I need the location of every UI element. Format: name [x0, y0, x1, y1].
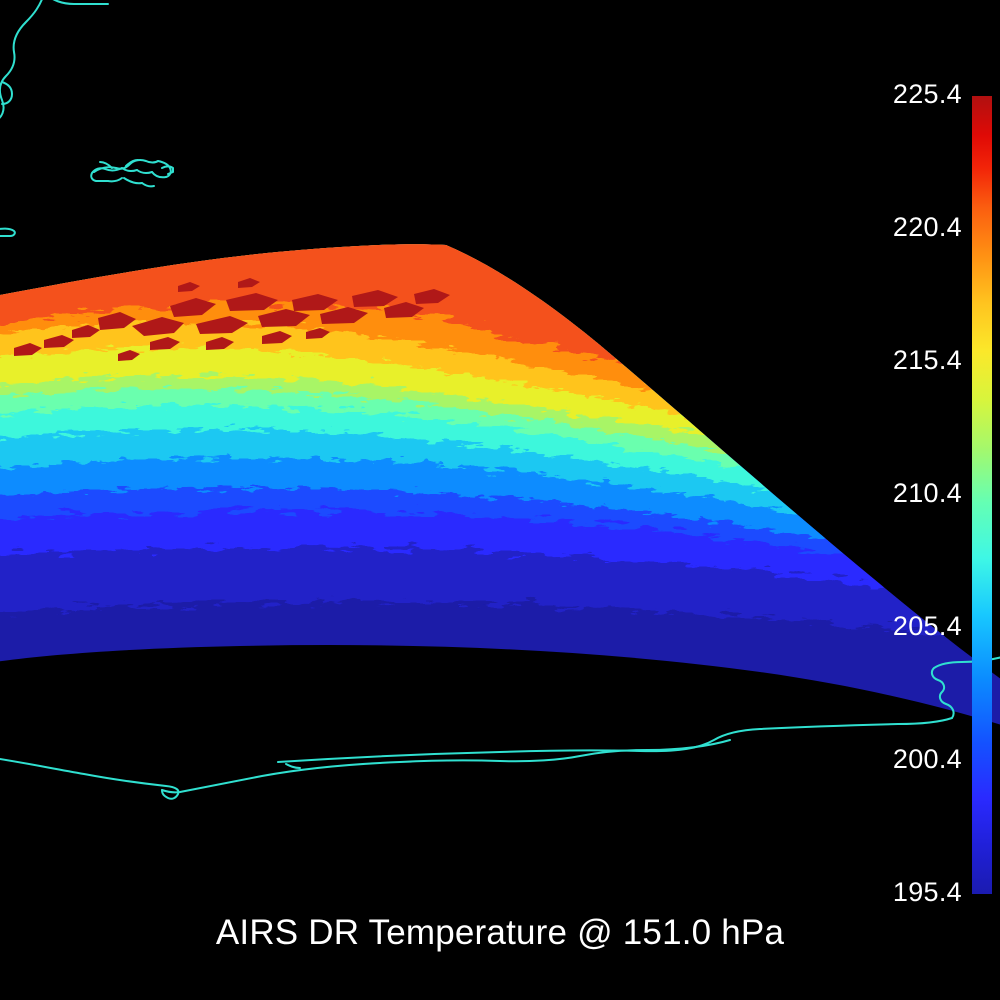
coastline-falkland-islands [90, 159, 174, 188]
colorbar[interactable] [972, 96, 992, 894]
colorbar-gradient [972, 96, 992, 894]
page-title: AIRS DR Temperature @ 151.0 hPa [215, 913, 785, 952]
coastlines [0, 0, 1000, 800]
coastline-island-tiny [0, 227, 16, 237]
coastline-island-small [1, 81, 13, 105]
coastline-south-america-north [52, 0, 109, 5]
coastline-antarctic-outer-east [161, 739, 731, 794]
coastline-south-america [0, 0, 43, 119]
coastline-antarctic-outer-west [0, 757, 180, 800]
coastline-antarctic-detail [285, 763, 301, 769]
coastline-antarctic-tip [930, 656, 1000, 719]
band-223-225-patches [14, 278, 450, 361]
